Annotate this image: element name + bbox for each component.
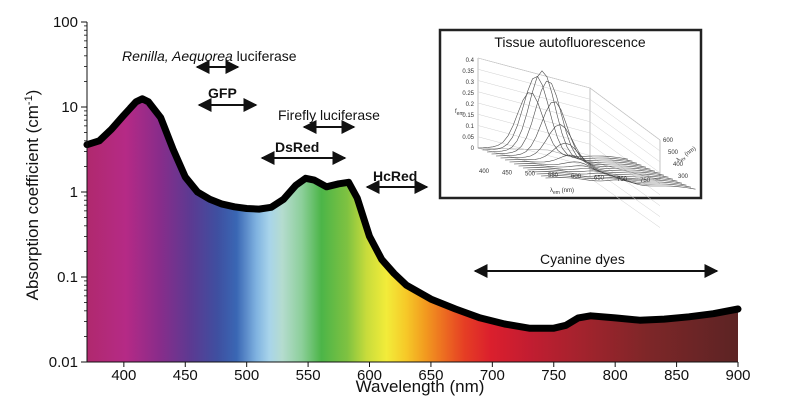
x-tick-label: 500 <box>234 367 259 384</box>
inset-grid-line <box>477 147 591 179</box>
inset-grid-line <box>589 110 661 163</box>
inset-z-tick-label: 0.2 <box>466 102 475 108</box>
inset-z-tick-label: 0.1 <box>466 124 475 130</box>
inset-ridge <box>482 76 633 162</box>
inset-tissue-autofluorescence: Tissue autofluorescence 0.40.350.30.250.… <box>438 28 703 228</box>
x-axis-title: Wavelength (nm) <box>356 377 485 396</box>
inset-ridge <box>477 92 629 160</box>
inset-ridge <box>504 142 656 172</box>
inset-y-ticks: 300 400 500 600 <box>663 138 689 180</box>
x-tick-label: 700 <box>480 367 505 384</box>
inset-ridge <box>500 124 651 170</box>
inset-ridge <box>522 167 674 180</box>
inset-ridge <box>527 169 678 182</box>
inset-ridge <box>518 165 669 178</box>
inset-y-tick-label: 500 <box>668 150 679 156</box>
inset-grid-line <box>589 166 661 217</box>
x-tick-group: 400 450 500 550 600 650 700 750 800 850 900 <box>111 362 751 384</box>
inset-x-tick-label: 400 <box>479 169 490 175</box>
inset-grid-line <box>477 69 591 100</box>
y-tick-group: 0.01 0.1 1 10 100 <box>49 14 87 371</box>
inset-z-tick-label: 0.05 <box>462 135 474 141</box>
x-tick-label: 750 <box>541 367 566 384</box>
annotation-group: Renilla, Aequorea luciferase GFP Firefly… <box>122 48 719 278</box>
inset-y-tick-label: 600 <box>663 138 674 144</box>
inset-y-tick-label: 400 <box>673 162 684 168</box>
x-tick-label: 550 <box>296 367 321 384</box>
inset-z-ticks: 0.4 0.35 0.3 0.25 0.2 0.15 0.1 0.05 0 <box>462 58 474 152</box>
x-tick-label: 850 <box>664 367 689 384</box>
inset-x-tick-label: 600 <box>571 174 582 180</box>
inset-x-tick-label: 450 <box>502 170 513 176</box>
inset-x-ticks: 400 450 500 550 600 650 700 750 <box>479 169 651 184</box>
inset-x-tick-label: 700 <box>617 177 628 183</box>
inset-z-tick-label: 0 <box>471 146 475 152</box>
x-tick-label: 900 <box>725 367 750 384</box>
inset-ridge <box>531 171 683 184</box>
inset-z-tick-label: 0.3 <box>466 80 475 86</box>
inset-x-label: λem (nm) <box>550 188 574 196</box>
inset-grid-line <box>589 177 661 228</box>
x-tick-label: 450 <box>173 367 198 384</box>
y-tick-label: 10 <box>61 99 78 116</box>
inset-grid-line <box>477 91 591 122</box>
inset-x-tick-label: 550 <box>548 173 559 179</box>
y-tick-label: 0.01 <box>49 354 78 371</box>
inset-surface <box>477 70 696 190</box>
inset-grid-line <box>477 102 591 134</box>
annotation-renilla: Renilla, Aequorea luciferase <box>122 48 297 64</box>
x-tick-label: 400 <box>111 367 136 384</box>
inset-grid-line <box>589 121 661 174</box>
inset-grid <box>477 57 661 228</box>
spectrum-area <box>87 98 738 363</box>
inset-x-tick-label: 750 <box>640 178 651 184</box>
inset-grid-line <box>589 87 661 141</box>
inset-grid-line <box>589 144 661 195</box>
inset-x-tick-label: 500 <box>525 172 536 178</box>
inset-ridge <box>509 154 660 174</box>
inset-ridge <box>486 70 638 164</box>
absorption-curve <box>83 95 742 332</box>
inset-z-tick-label: 0.25 <box>462 91 474 97</box>
inset-z-tick-label: 0.35 <box>462 69 474 75</box>
inset-grid-line <box>477 136 591 167</box>
inset-x-tick-label: 650 <box>594 176 605 182</box>
annotation-dsred: DsRed <box>275 139 319 155</box>
inset-ridge <box>545 177 696 190</box>
inset-z-tick-label: 0.15 <box>462 113 474 119</box>
annotation-firefly: Firefly luciferase <box>278 107 380 123</box>
inset-ridge <box>540 175 692 188</box>
inset-z-tick-label: 0.4 <box>466 58 475 64</box>
y-tick-label: 100 <box>53 14 78 31</box>
x-tick-label: 600 <box>357 367 382 384</box>
inset-ridge <box>513 161 665 176</box>
inset-grid-line <box>477 57 591 89</box>
inset-grid-line <box>589 99 661 152</box>
x-tick-label: 800 <box>603 367 628 384</box>
annotation-hcred: HcRed <box>373 168 417 184</box>
y-tick-label: 1 <box>70 184 78 201</box>
inset-z-label: fem <box>455 109 464 117</box>
inset-ridge <box>491 80 642 166</box>
annotation-gfp: GFP <box>208 85 237 101</box>
inset-ridge <box>536 173 687 186</box>
inset-title: Tissue autofluorescence <box>494 34 645 50</box>
y-axis-title: Absorption coefficient (cm-1) <box>23 90 42 301</box>
y-tick-label: 0.1 <box>57 269 78 286</box>
x-tick-label: 650 <box>418 367 443 384</box>
annotation-cyanine: Cyanine dyes <box>540 251 625 267</box>
inset-frame <box>438 28 703 200</box>
inset-y-tick-label: 300 <box>678 174 689 180</box>
